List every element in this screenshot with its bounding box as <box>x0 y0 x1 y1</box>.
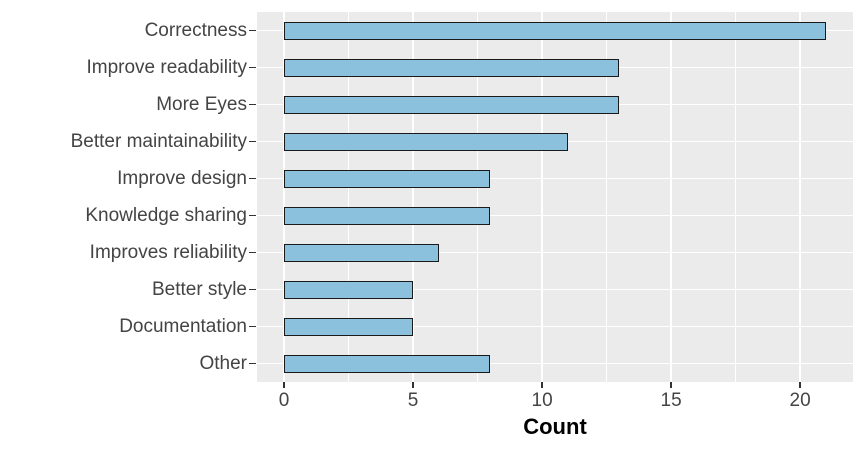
bar <box>284 206 491 225</box>
y-major-gridline <box>257 177 853 180</box>
x-tick-label: 15 <box>660 390 682 411</box>
y-major-gridline <box>257 325 853 328</box>
x-major-gridline <box>799 12 801 382</box>
y-tick-mark <box>249 177 256 180</box>
x-major-gridline <box>541 12 543 382</box>
y-tick-mark <box>249 103 256 106</box>
x-tick-label: 5 <box>407 390 419 411</box>
x-axis-title: Count <box>523 414 587 439</box>
bar <box>284 354 491 373</box>
bar <box>284 58 620 77</box>
y-tick-label: Better style <box>151 278 247 300</box>
x-tick-mark <box>799 382 801 388</box>
y-tick-label: Documentation <box>119 315 247 337</box>
y-tick-mark <box>249 251 256 254</box>
y-tick-label: More Eyes <box>156 93 247 115</box>
x-tick-mark <box>541 382 543 388</box>
x-tick-label: 0 <box>278 390 290 411</box>
bar <box>284 317 414 336</box>
y-tick-mark <box>249 288 256 291</box>
bar <box>284 280 414 299</box>
y-tick-label: Better maintainability <box>70 130 247 152</box>
x-tick-label: 10 <box>531 390 553 411</box>
bar <box>284 243 439 262</box>
bar <box>284 21 826 40</box>
y-major-gridline <box>257 251 853 254</box>
y-tick-mark <box>249 29 256 32</box>
x-major-gridline <box>412 12 414 382</box>
x-major-gridline <box>670 12 672 382</box>
bar <box>284 95 620 114</box>
y-tick-mark <box>249 325 256 328</box>
y-tick-label: Improves reliability <box>89 241 247 263</box>
bar <box>284 169 491 188</box>
x-minor-gridline <box>606 12 607 382</box>
y-tick-label: Improve readability <box>86 56 247 78</box>
plot-panel <box>257 12 853 382</box>
y-tick-label: Improve design <box>117 167 247 189</box>
y-tick-mark <box>249 362 256 365</box>
x-minor-gridline <box>348 12 349 382</box>
x-minor-gridline <box>477 12 478 382</box>
y-tick-mark <box>249 66 256 69</box>
x-tick-label: 20 <box>789 390 811 411</box>
y-major-gridline <box>257 288 853 291</box>
y-tick-label: Correctness <box>144 19 247 41</box>
y-tick-label: Knowledge sharing <box>85 204 247 226</box>
y-major-gridline <box>257 362 853 365</box>
y-tick-label: Other <box>199 352 247 374</box>
x-tick-mark <box>670 382 672 388</box>
x-tick-mark <box>283 382 285 388</box>
y-tick-mark <box>249 140 256 143</box>
x-major-gridline <box>283 12 285 382</box>
y-major-gridline <box>257 214 853 217</box>
x-minor-gridline <box>735 12 736 382</box>
x-tick-mark <box>412 382 414 388</box>
y-tick-mark <box>249 214 256 217</box>
bar <box>284 132 568 151</box>
